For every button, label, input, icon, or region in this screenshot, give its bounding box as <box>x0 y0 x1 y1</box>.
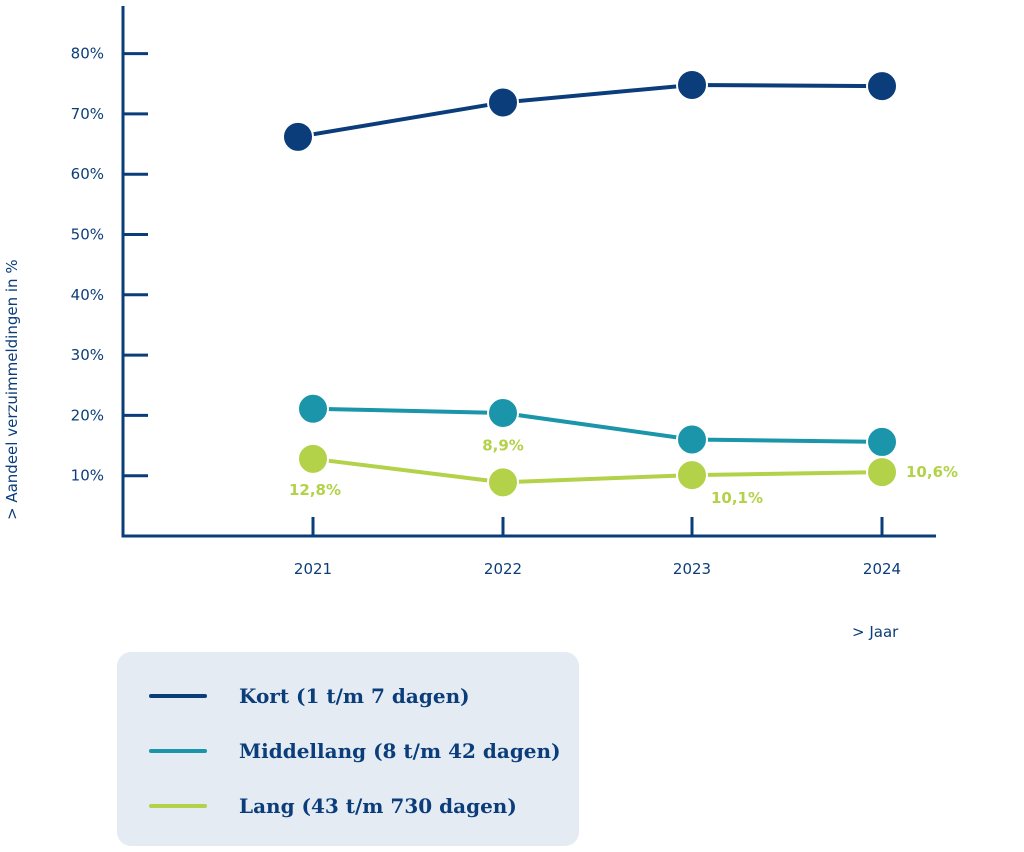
data-point <box>487 396 519 429</box>
series-0 <box>282 68 898 153</box>
data-point <box>676 68 708 101</box>
y-tick-label: 10% <box>71 467 104 485</box>
y-tick-label: 60% <box>71 165 104 183</box>
data-point <box>487 86 519 119</box>
y-tick-label: 80% <box>71 45 104 63</box>
legend-item-middellang: Middellang (8 t/m 42 dagen) <box>117 737 579 764</box>
y-tick-label: 70% <box>71 105 104 123</box>
line-chart: 10% 20% 30% 40% 50% 60% 70% 80% 2021 2022 2023 2024… <box>3 6 958 640</box>
axes: 10% 20% 30% 40% 50% 60% 70% 80% 2021 2022 2023 2024 <box>71 6 936 578</box>
labels-layer: 12,8% 8,9% 10,1% 10,6% <box>289 436 958 507</box>
data-label: 8,9% <box>482 436 524 454</box>
series-line <box>297 82 883 139</box>
legend-line-lang <box>149 803 207 808</box>
y-tick-label: 30% <box>71 346 104 364</box>
series-2 <box>297 442 898 499</box>
data-label: 10,1% <box>711 489 763 507</box>
data-label: 10,6% <box>906 463 958 481</box>
legend-label-lang: Lang (43 t/m 730 dagen) <box>239 793 517 818</box>
y-tick-label: 50% <box>71 226 104 244</box>
legend-line-middellang <box>149 748 207 753</box>
series-line <box>312 456 883 485</box>
data-point <box>676 459 708 492</box>
x-tick-label: 2023 <box>673 560 711 578</box>
y-axis-title: > Aandeel verzuimmeldingen in % <box>3 259 21 520</box>
data-point <box>487 466 519 499</box>
legend-label-middellang: Middellang (8 t/m 42 dagen) <box>239 738 561 763</box>
x-tick-label: 2024 <box>863 560 901 578</box>
data-label: 12,8% <box>289 481 341 499</box>
data-point <box>676 423 708 456</box>
legend-label-kort: Kort (1 t/m 7 dagen) <box>239 683 470 708</box>
x-tick-label: 2021 <box>294 560 332 578</box>
series-line <box>312 406 883 444</box>
data-point <box>297 442 329 475</box>
data-point <box>297 392 329 425</box>
legend-item-kort: Kort (1 t/m 7 dagen) <box>117 682 579 709</box>
legend-item-lang: Lang (43 t/m 730 dagen) <box>117 792 579 819</box>
series-1 <box>297 392 898 458</box>
legend: Kort (1 t/m 7 dagen) Middellang (8 t/m 4… <box>117 652 579 846</box>
data-point <box>282 120 314 153</box>
data-point <box>866 70 898 103</box>
x-tick-label: 2022 <box>484 560 522 578</box>
y-tick-label: 40% <box>71 286 104 304</box>
series-layer <box>282 68 898 499</box>
legend-line-kort <box>149 693 207 698</box>
x-axis-title: > Jaar <box>852 623 899 640</box>
data-point <box>866 425 898 458</box>
y-tick-label: 20% <box>71 406 104 424</box>
data-point <box>866 456 898 489</box>
